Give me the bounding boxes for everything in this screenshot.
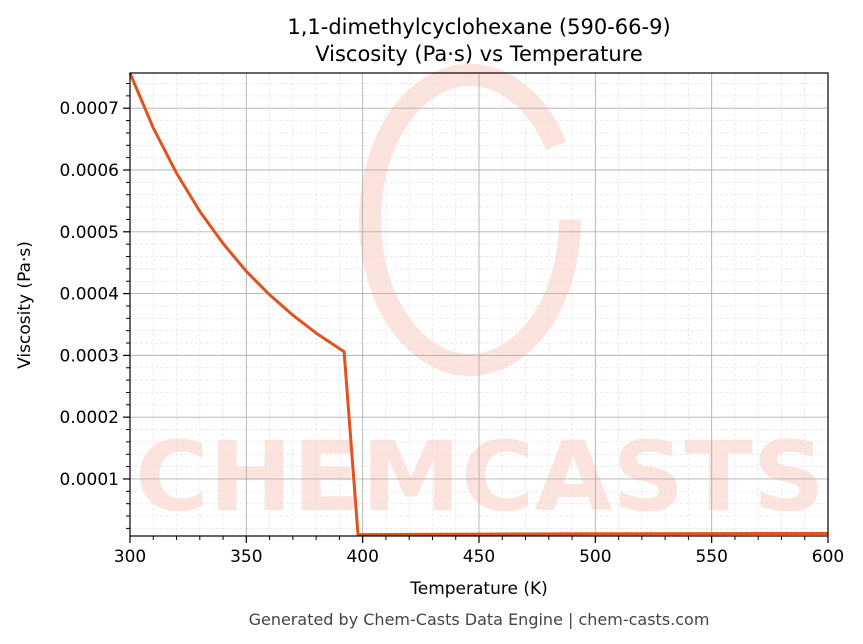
watermark: CHEMCASTS: [135, 64, 825, 533]
x-tick-label: 550: [695, 547, 727, 567]
y-tick-label: 0.0006: [60, 161, 119, 181]
y-tick-label: 0.0007: [60, 99, 119, 119]
major-grid: [129, 73, 829, 536]
series-layer: [128, 72, 829, 537]
x-tick-label: 350: [230, 547, 262, 567]
y-tick-label: 0.0005: [60, 223, 119, 243]
watermark-logo-ring: [359, 64, 581, 376]
y-axis-label: Viscosity (Pa·s): [15, 241, 35, 369]
x-tick-label: 450: [463, 547, 495, 567]
x-tick-label: 300: [114, 547, 146, 567]
y-tick-label: 0.0002: [60, 408, 119, 428]
footer-text: Generated by Chem-Casts Data Engine | ch…: [249, 610, 710, 629]
chart-title: 1,1-dimethylcyclohexane (590-66-9): [287, 15, 670, 39]
series-line-viscosity: [128, 72, 829, 537]
axis-ticks: 300 350 400 450 500 550 600 0.0001 0.0002 0.0003 0…: [60, 83, 844, 567]
x-tick-label: 600: [812, 547, 844, 567]
y-tick-label: 0.0003: [60, 346, 119, 366]
x-tick-label: 400: [346, 547, 378, 567]
y-tick-label: 0.0001: [60, 470, 119, 490]
chart-subtitle: Viscosity (Pa·s) vs Temperature: [315, 42, 643, 66]
watermark-text: CHEMCASTS: [135, 421, 825, 533]
y-tick-label: 0.0004: [60, 285, 119, 305]
x-tick-label: 500: [579, 547, 611, 567]
x-axis-label: Temperature (K): [409, 579, 548, 599]
